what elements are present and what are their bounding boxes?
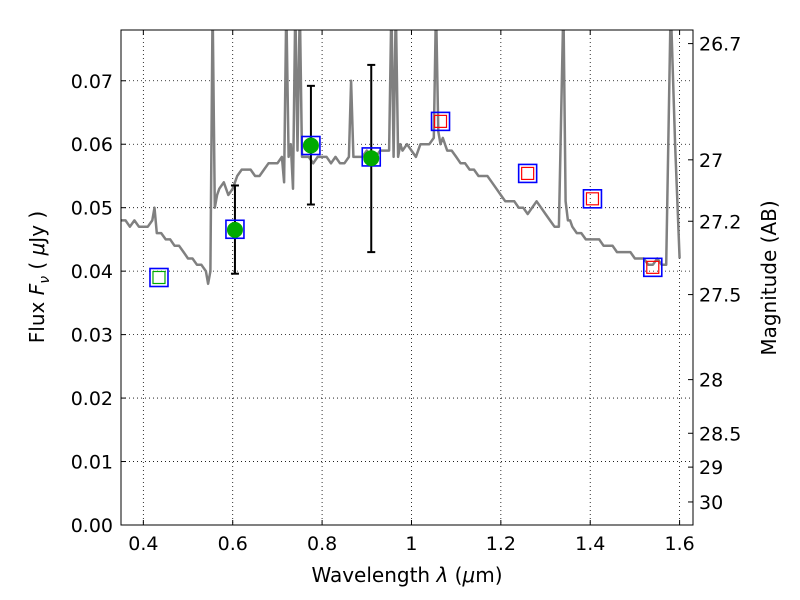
magnitude-tick-label: 28.5	[699, 423, 741, 445]
y-tick-label: 0.06	[71, 134, 113, 156]
magnitude-tick-label: 27	[699, 150, 723, 172]
spectrum-layer	[121, 30, 681, 286]
axis-ticks: 0.4 0.6 0.8 1 1.2 1.4 1.6 0.00 0.01 0.02 0.03 0.04 0…	[71, 30, 741, 555]
magnitude-tick-label: 27.2	[699, 211, 741, 233]
blue-square-marker	[301, 135, 321, 156]
plot-frame	[120, 29, 694, 526]
x-tick-label: 0.4	[128, 533, 158, 555]
blue-square-marker	[430, 111, 451, 132]
spectrum-line	[121, 30, 681, 286]
blue-square-marker	[582, 189, 603, 209]
x-axis-title: Wavelength λ (μm)	[311, 563, 502, 587]
plot-area	[121, 30, 681, 288]
y-tick-label: 0.03	[71, 325, 113, 347]
green-circle-marker	[302, 137, 319, 154]
blue-square-marker	[225, 219, 245, 240]
green-circle-marker	[226, 221, 243, 238]
magnitude-tick-label: 26.7	[699, 34, 741, 56]
y-tick-label: 0.01	[71, 452, 113, 474]
magnitude-tick-label: 28	[699, 370, 723, 392]
blue-square-marker	[517, 163, 538, 184]
x-tick-label: 0.6	[218, 533, 248, 555]
y-tick-label: 0.04	[71, 261, 113, 283]
magnitude-tick-label: 27.5	[699, 285, 741, 307]
blue-square-marker	[149, 267, 169, 288]
blue-square-marker	[642, 257, 663, 278]
inner-square-marker	[521, 166, 535, 181]
inner-square-marker	[585, 192, 600, 206]
green-circle-marker	[363, 150, 380, 167]
y-tick-label: 0.07	[71, 71, 113, 93]
y-tick-label: 0.05	[71, 198, 113, 220]
y-tick-label: 0.00	[71, 515, 113, 537]
y-axis-title: Flux Fν ( μJy )	[25, 211, 53, 343]
magnitude-tick-label: 30	[699, 492, 723, 514]
inner-square-marker	[152, 270, 166, 285]
x-tick-label: 1.2	[486, 533, 516, 555]
y-tick-label: 0.02	[71, 388, 113, 410]
x-tick-label: 1.4	[575, 533, 605, 555]
magnitude-tick-label: 29	[699, 457, 723, 479]
inner-square-marker	[433, 114, 448, 128]
inner-square-marker	[646, 260, 660, 274]
x-tick-label: 1	[405, 533, 417, 555]
y2-axis-title: Magnitude (AB)	[757, 200, 781, 355]
x-tick-label: 0.8	[307, 533, 337, 555]
x-tick-label: 1.6	[664, 533, 694, 555]
marker-layer	[149, 63, 663, 288]
